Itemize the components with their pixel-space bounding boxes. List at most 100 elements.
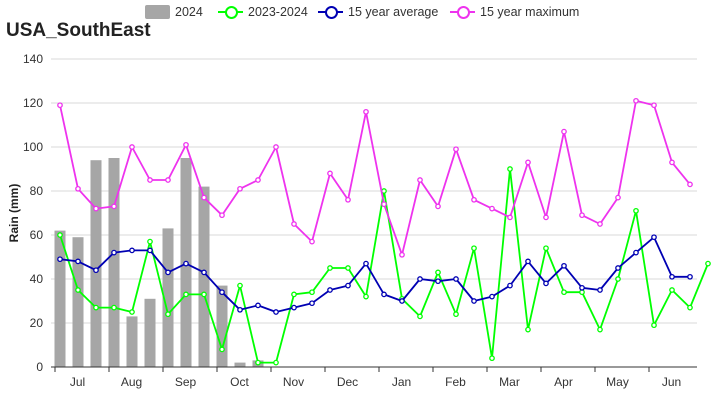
point-2023-2024[interactable]	[471, 245, 477, 252]
point-15-year-average[interactable]	[579, 284, 585, 291]
point-15-year-maximum[interactable]	[75, 185, 81, 192]
point-15-year-maximum[interactable]	[579, 212, 585, 219]
point-15-year-average[interactable]	[129, 247, 135, 254]
point-15-year-average[interactable]	[525, 258, 531, 265]
bar-2024[interactable]	[162, 228, 174, 367]
point-15-year-average[interactable]	[363, 260, 369, 267]
point-2023-2024[interactable]	[345, 265, 351, 271]
point-15-year-average[interactable]	[165, 269, 171, 276]
point-15-year-maximum[interactable]	[651, 102, 657, 109]
point-15-year-average[interactable]	[471, 298, 477, 304]
point-15-year-maximum[interactable]	[597, 221, 603, 227]
point-2023-2024[interactable]	[705, 260, 711, 267]
point-2023-2024[interactable]	[633, 207, 639, 214]
bar-2024[interactable]	[72, 237, 84, 367]
point-15-year-maximum[interactable]	[615, 194, 621, 201]
point-15-year-average[interactable]	[687, 273, 693, 280]
point-2023-2024[interactable]	[273, 359, 279, 366]
point-15-year-maximum[interactable]	[417, 177, 423, 183]
point-15-year-maximum[interactable]	[507, 214, 513, 221]
point-2023-2024[interactable]	[417, 313, 423, 320]
point-2023-2024[interactable]	[615, 276, 621, 282]
point-15-year-average[interactable]	[399, 298, 405, 304]
point-2023-2024[interactable]	[525, 326, 531, 333]
point-15-year-maximum[interactable]	[687, 181, 693, 188]
legend-item-15-year-average[interactable]: 15 year average	[318, 4, 438, 20]
point-2023-2024[interactable]	[435, 269, 441, 276]
point-15-year-maximum[interactable]	[165, 177, 171, 183]
point-15-year-average[interactable]	[219, 289, 225, 296]
point-15-year-average[interactable]	[381, 291, 387, 298]
point-15-year-maximum[interactable]	[399, 251, 405, 258]
point-15-year-maximum[interactable]	[309, 238, 315, 245]
point-15-year-maximum[interactable]	[57, 102, 63, 109]
legend-item-15-year-maximum[interactable]: 15 year maximum	[450, 4, 579, 20]
point-15-year-maximum[interactable]	[129, 144, 135, 150]
point-15-year-average[interactable]	[309, 300, 315, 307]
bar-2024[interactable]	[144, 298, 156, 367]
point-15-year-maximum[interactable]	[147, 177, 153, 183]
point-15-year-average[interactable]	[201, 269, 207, 276]
point-15-year-average[interactable]	[237, 306, 243, 313]
point-15-year-maximum[interactable]	[633, 97, 639, 104]
point-15-year-average[interactable]	[75, 258, 81, 265]
point-2023-2024[interactable]	[93, 304, 99, 311]
point-15-year-average[interactable]	[669, 273, 675, 280]
point-2023-2024[interactable]	[111, 304, 117, 311]
point-2023-2024[interactable]	[507, 166, 513, 172]
point-2023-2024[interactable]	[669, 287, 675, 293]
point-15-year-maximum[interactable]	[327, 170, 333, 177]
point-2023-2024[interactable]	[75, 287, 81, 293]
point-15-year-maximum[interactable]	[669, 159, 675, 166]
point-15-year-average[interactable]	[255, 302, 261, 309]
point-15-year-maximum[interactable]	[543, 214, 549, 221]
point-15-year-maximum[interactable]	[93, 205, 99, 212]
point-2023-2024[interactable]	[165, 311, 171, 318]
bar-2024[interactable]	[90, 160, 102, 367]
point-15-year-maximum[interactable]	[453, 146, 459, 153]
point-2023-2024[interactable]	[309, 289, 315, 296]
point-15-year-maximum[interactable]	[291, 221, 297, 227]
point-15-year-maximum[interactable]	[435, 203, 441, 210]
point-2023-2024[interactable]	[687, 304, 693, 311]
point-2023-2024[interactable]	[597, 326, 603, 333]
point-2023-2024[interactable]	[651, 322, 657, 329]
point-15-year-maximum[interactable]	[345, 196, 351, 203]
point-2023-2024[interactable]	[255, 359, 261, 366]
point-15-year-average[interactable]	[273, 309, 279, 315]
point-15-year-maximum[interactable]	[111, 203, 117, 210]
point-2023-2024[interactable]	[543, 245, 549, 252]
point-2023-2024[interactable]	[489, 355, 495, 362]
point-15-year-maximum[interactable]	[183, 141, 189, 148]
point-15-year-average[interactable]	[327, 287, 333, 293]
bar-2024[interactable]	[234, 362, 246, 367]
point-15-year-average[interactable]	[417, 276, 423, 282]
point-15-year-maximum[interactable]	[363, 108, 369, 115]
bar-2024[interactable]	[108, 158, 120, 367]
point-15-year-average[interactable]	[651, 234, 657, 241]
legend-item-2024[interactable]: 2024	[145, 4, 203, 20]
legend-item-2023-2024[interactable]: 2023-2024	[218, 4, 308, 20]
point-15-year-average[interactable]	[93, 267, 99, 274]
point-2023-2024[interactable]	[201, 291, 207, 298]
point-15-year-maximum[interactable]	[219, 212, 225, 219]
point-15-year-maximum[interactable]	[255, 177, 261, 183]
point-15-year-average[interactable]	[345, 282, 351, 289]
point-2023-2024[interactable]	[291, 291, 297, 298]
point-15-year-average[interactable]	[453, 276, 459, 282]
point-2023-2024[interactable]	[453, 311, 459, 318]
point-15-year-maximum[interactable]	[201, 194, 207, 201]
point-15-year-average[interactable]	[615, 265, 621, 271]
point-15-year-average[interactable]	[291, 304, 297, 311]
point-15-year-maximum[interactable]	[273, 144, 279, 150]
point-15-year-average[interactable]	[111, 249, 117, 256]
point-15-year-maximum[interactable]	[561, 128, 567, 135]
point-15-year-maximum[interactable]	[489, 205, 495, 212]
point-2023-2024[interactable]	[237, 282, 243, 289]
point-2023-2024[interactable]	[183, 291, 189, 298]
point-15-year-maximum[interactable]	[237, 185, 243, 192]
point-15-year-average[interactable]	[507, 282, 513, 289]
point-15-year-average[interactable]	[57, 256, 63, 263]
point-2023-2024[interactable]	[57, 232, 63, 238]
point-15-year-average[interactable]	[147, 247, 153, 254]
